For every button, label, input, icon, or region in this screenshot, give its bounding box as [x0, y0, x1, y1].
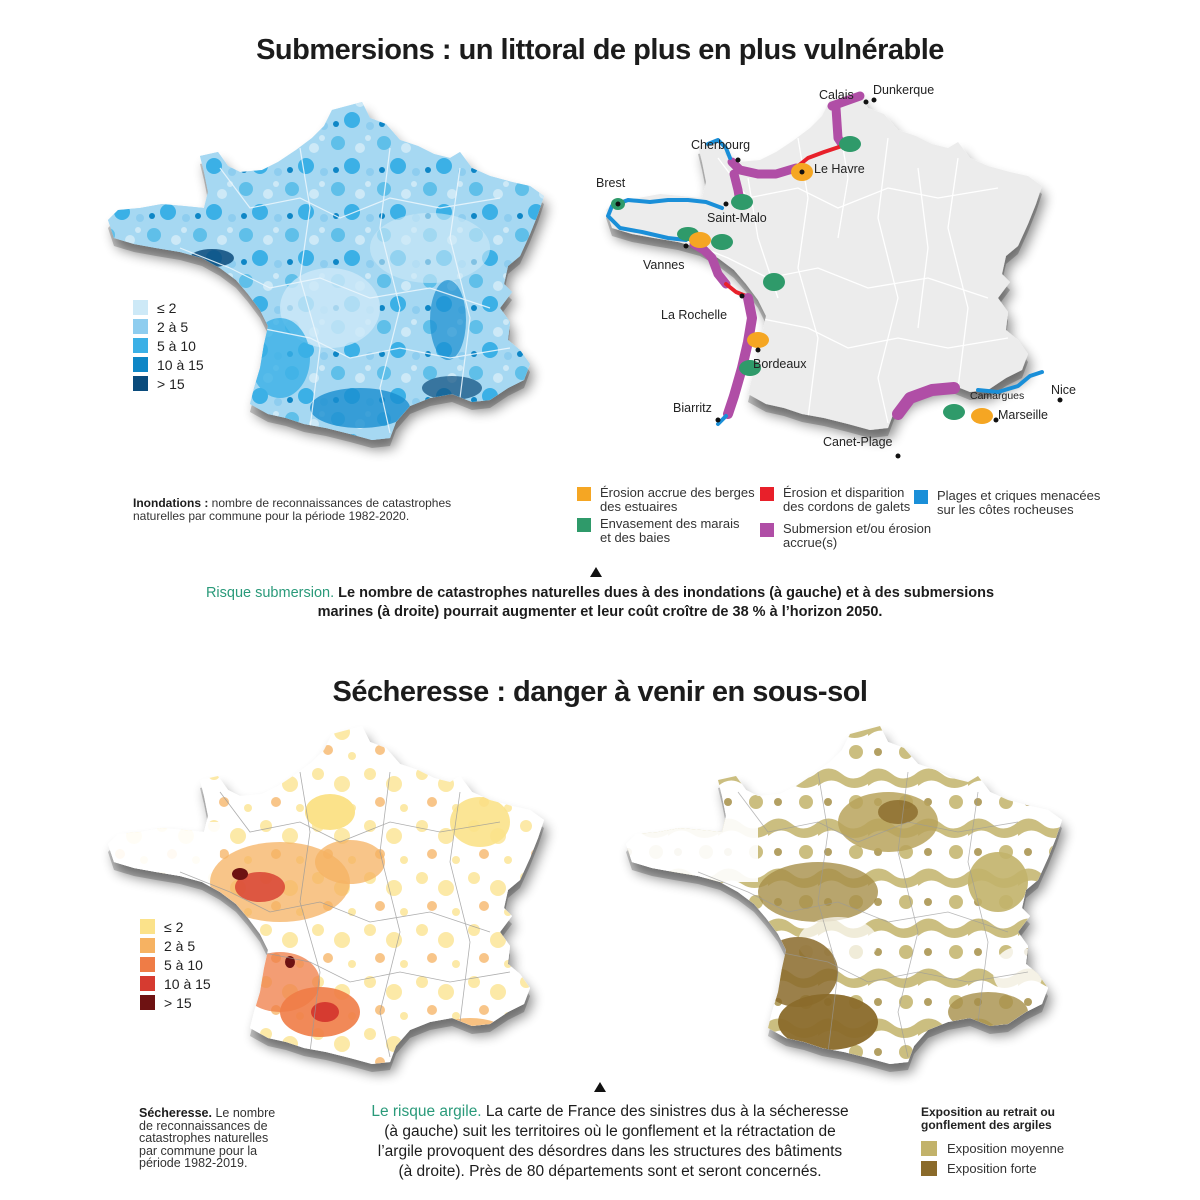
caption-text: La carte de France des sinistres dus à l… [481, 1103, 849, 1120]
note-bold: Sécheresse. [139, 1106, 212, 1120]
legend-swatch [133, 300, 148, 315]
legend-swatch [577, 518, 591, 532]
legend-swatch [133, 357, 148, 372]
legend-label: 10 à 15 [164, 975, 211, 992]
city-label-dunkerque: Dunkerque [873, 83, 935, 97]
legend-swatch [133, 376, 148, 391]
legend-item: > 15 [133, 374, 204, 393]
city-label-vannes: Vannes [643, 258, 685, 272]
city-label-camargues: Camargues [970, 390, 1025, 402]
legend-item-plages: Plages et criques menacées sur les côtes … [914, 489, 1100, 517]
legend-label: > 15 [164, 994, 192, 1011]
legend-swatch [760, 523, 774, 537]
caption-text: l’argile provoquent des désordres dans l… [377, 1143, 843, 1160]
legend-label: Exposition forte [947, 1160, 1037, 1176]
section1-title: Submersions : un littoral de plus en plu… [256, 34, 944, 66]
legend-swatch [914, 490, 928, 504]
legend-label: 5 à 10 [157, 337, 196, 354]
note-text: Le nombre [211, 1106, 276, 1120]
legend-item: 10 à 15 [133, 355, 204, 374]
legend-item-estuaires: Érosion accrue des berges des estuaires [577, 486, 755, 514]
floods-map [108, 102, 544, 448]
note-text: par commune pour la [139, 1143, 258, 1158]
legend-swatch [577, 487, 591, 501]
legend-label: Submersion et/ou érosion accrue(s) [783, 521, 932, 550]
legend-swatch [921, 1160, 937, 1176]
section2-caption: Le risque argile. La carte de France des… [322, 1102, 898, 1182]
section2-title: Sécheresse : danger à venir en sous-sol [332, 676, 868, 708]
note-text: de reconnaissances de [139, 1118, 268, 1133]
drought-legend: ≤ 2 2 à 5 5 à 10 10 à 15 > 15 [140, 917, 211, 1012]
floods-note: Inondations : nombre de reconnaissances … [133, 497, 493, 523]
legend-label: 2 à 5 [164, 937, 196, 954]
legend-item: 5 à 10 [133, 336, 204, 355]
city-label-canet-plage: Canet-Plage [823, 435, 893, 449]
caption-text: marines (à droite) pourrait augmenter et… [317, 604, 883, 620]
city-label-cherbourg: Cherbourg [691, 138, 751, 152]
legend-label: Érosion accrue des berges des estuaires [600, 485, 755, 514]
legend-item: > 15 [140, 993, 211, 1012]
city-label-bordeaux: Bordeaux [753, 357, 807, 371]
legend-swatch [140, 938, 155, 953]
caption-text: (à droite). Près de 80 départements sont… [398, 1163, 822, 1180]
caption-lead: Risque submersion. [205, 585, 335, 601]
note-text: catastrophes naturelles [139, 1131, 269, 1145]
pointer-triangle-icon [590, 567, 602, 577]
legend-swatch [140, 976, 155, 991]
clay-legend-title: Exposition au retrait ou gonflement des a… [921, 1105, 1056, 1132]
clay-legend: Exposition au retrait ou gonflement des a… [921, 1106, 1064, 1178]
section1-caption: Risque submersion. Le nombre de catastro… [100, 584, 1100, 622]
legend-swatch [133, 319, 148, 334]
coast-map [606, 91, 1063, 459]
legend-item: 10 à 15 [140, 974, 211, 993]
legend-item: ≤ 2 [133, 298, 204, 317]
legend-swatch [921, 1140, 937, 1156]
legend-item-galets: Érosion et disparition des cordons de gal… [760, 486, 910, 514]
legend-label: Envasement des marais et des baies [600, 516, 740, 545]
legend-swatch [140, 995, 155, 1010]
legend-item: 5 à 10 [140, 955, 211, 974]
legend-label: Érosion et disparition des cordons de gal… [783, 485, 911, 514]
legend-swatch [133, 338, 148, 353]
city-label-le-havre: Le Havre [814, 162, 865, 176]
legend-label: 5 à 10 [164, 956, 203, 973]
city-label-nice: Nice [1051, 383, 1077, 397]
drought-map [108, 726, 544, 1072]
legend-label: 10 à 15 [157, 356, 204, 373]
legend-item-marais: Envasement des marais et des baies [577, 517, 739, 545]
legend-label: Exposition moyenne [947, 1140, 1065, 1156]
legend-item: Exposition forte [921, 1158, 1064, 1178]
legend-item: 2 à 5 [133, 317, 204, 336]
coast-legend: Érosion accrue des berges des estuaires E… [577, 486, 1117, 556]
legend-label: Plages et criques menacées sur les côtes … [937, 488, 1101, 517]
legend-label: ≤ 2 [164, 918, 184, 935]
city-label-biarritz: Biarritz [673, 401, 712, 415]
clay-map [626, 726, 1062, 1072]
caption-text: (à gauche) suit les territoires où le go… [384, 1123, 836, 1140]
caption-text: Le nombre de catastrophes naturelles due… [334, 585, 995, 601]
pointer-triangle-icon [594, 1082, 606, 1092]
caption-lead: Le risque argile. [371, 1103, 482, 1120]
legend-item: Exposition moyenne [921, 1138, 1064, 1158]
legend-label: ≤ 2 [157, 299, 177, 316]
legend-item: 2 à 5 [140, 936, 211, 955]
note-text: naturelles par commune pour la période 1… [133, 509, 410, 523]
legend-label: > 15 [157, 375, 185, 392]
city-label-calais: Calais [819, 88, 854, 102]
city-label-saint-malo: Saint-Malo [707, 211, 767, 225]
city-label-marseille: Marseille [998, 408, 1049, 422]
city-label-brest: Brest [596, 176, 626, 190]
note-text: période 1982-2019. [139, 1156, 248, 1170]
legend-item-submersion: Submersion et/ou érosion accrue(s) [760, 522, 931, 550]
legend-swatch [140, 919, 155, 934]
note-bold: Inondations : [133, 496, 209, 510]
legend-swatch [140, 957, 155, 972]
legend-item: ≤ 2 [140, 917, 211, 936]
legend-label: 2 à 5 [157, 318, 189, 335]
legend-swatch [760, 487, 774, 501]
note-text: nombre de reconnaissances de catastrophe… [208, 496, 452, 510]
drought-note: Sécheresse. Le nombre de reconnaissances… [139, 1107, 299, 1170]
city-label-la-rochelle: La Rochelle [661, 308, 728, 322]
floods-legend: ≤ 2 2 à 5 5 à 10 10 à 15 > 15 [133, 298, 204, 393]
